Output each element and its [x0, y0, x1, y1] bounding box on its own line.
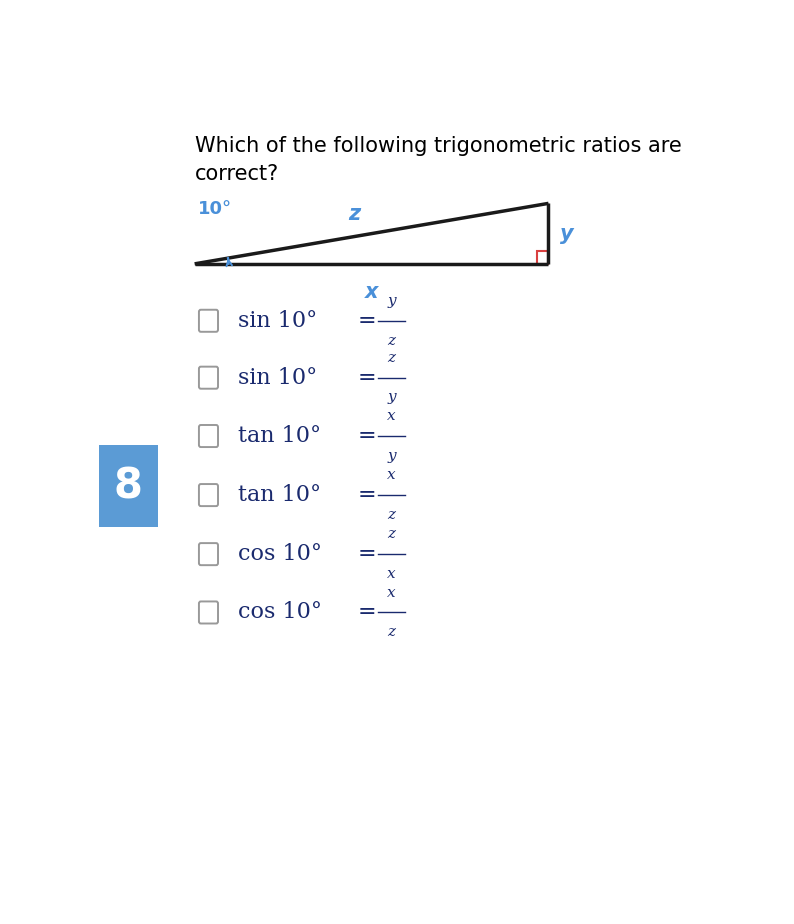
Text: y: y — [387, 294, 396, 308]
Bar — [538, 251, 549, 264]
Text: sin 10°: sin 10° — [237, 367, 317, 389]
Text: z: z — [387, 626, 395, 639]
Text: cos 10°: cos 10° — [237, 543, 322, 565]
Text: z: z — [348, 204, 360, 224]
FancyBboxPatch shape — [199, 602, 218, 624]
Text: sin 10°: sin 10° — [237, 310, 317, 332]
Text: x: x — [364, 282, 378, 301]
Text: =: = — [357, 310, 376, 332]
Text: y: y — [387, 449, 396, 463]
Text: cos 10°: cos 10° — [237, 602, 322, 624]
Text: z: z — [387, 508, 395, 522]
FancyBboxPatch shape — [199, 425, 218, 447]
Text: z: z — [387, 528, 395, 541]
FancyBboxPatch shape — [199, 543, 218, 565]
Text: =: = — [357, 367, 376, 389]
Text: y: y — [560, 224, 573, 244]
FancyBboxPatch shape — [199, 310, 218, 332]
Text: =: = — [357, 602, 376, 624]
Text: x: x — [387, 468, 396, 482]
Text: 8: 8 — [114, 465, 143, 507]
Text: =: = — [357, 484, 376, 506]
Text: z: z — [387, 334, 395, 347]
Text: x: x — [387, 586, 396, 600]
Text: x: x — [387, 409, 396, 423]
Text: tan 10°: tan 10° — [237, 484, 321, 506]
FancyBboxPatch shape — [199, 367, 218, 389]
Text: 10°: 10° — [198, 200, 232, 217]
Text: Which of the following trigonometric ratios are
correct?: Which of the following trigonometric rat… — [195, 136, 681, 184]
FancyBboxPatch shape — [99, 445, 158, 527]
Text: y: y — [387, 391, 396, 405]
Text: tan 10°: tan 10° — [237, 425, 321, 447]
Text: =: = — [357, 425, 376, 447]
FancyBboxPatch shape — [199, 484, 218, 506]
Text: =: = — [357, 543, 376, 565]
Text: z: z — [387, 351, 395, 365]
Text: x: x — [387, 567, 396, 581]
